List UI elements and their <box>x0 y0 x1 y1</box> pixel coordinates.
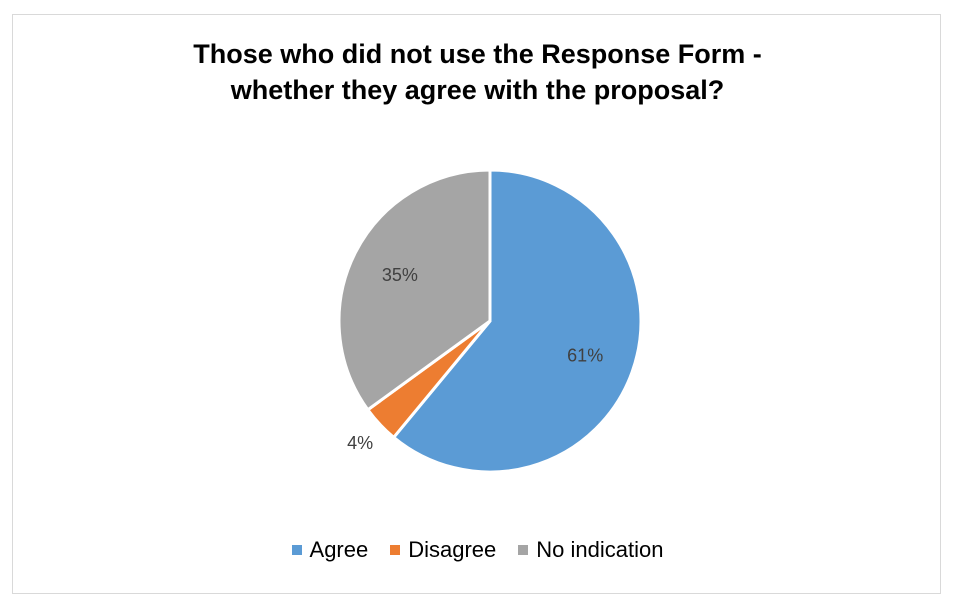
pie-slice-no-indication <box>337 168 492 412</box>
legend-item-no-indication: No indication <box>518 537 663 563</box>
legend-swatch-agree <box>291 545 302 555</box>
data-label-agree: 61% <box>567 345 603 365</box>
pie-chart: 61% 4% 35% <box>337 168 643 474</box>
chart-title: Those who did not use the Response Form … <box>0 36 955 108</box>
legend-swatch-disagree <box>390 545 401 555</box>
data-label-no-indication: 35% <box>382 265 418 285</box>
data-label-disagree: 4% <box>347 433 373 453</box>
legend: Agree Disagree No indication <box>0 537 955 563</box>
legend-label-agree: Agree <box>309 537 369 562</box>
legend-label-disagree: Disagree <box>408 537 497 562</box>
pie-slices <box>337 168 643 474</box>
pie-data-labels: 61% 4% 35% <box>347 265 603 453</box>
legend-item-disagree: Disagree <box>390 537 496 563</box>
legend-label-no-indication: No indication <box>536 537 664 562</box>
pie-slice-agree <box>392 168 643 474</box>
chart-title-line-2: whether they agree with the proposal? <box>230 75 725 105</box>
chart-title-line-1: Those who did not use the Response Form … <box>193 39 762 69</box>
legend-item-agree: Agree <box>291 537 369 563</box>
legend-swatch-no-indication <box>518 545 529 555</box>
